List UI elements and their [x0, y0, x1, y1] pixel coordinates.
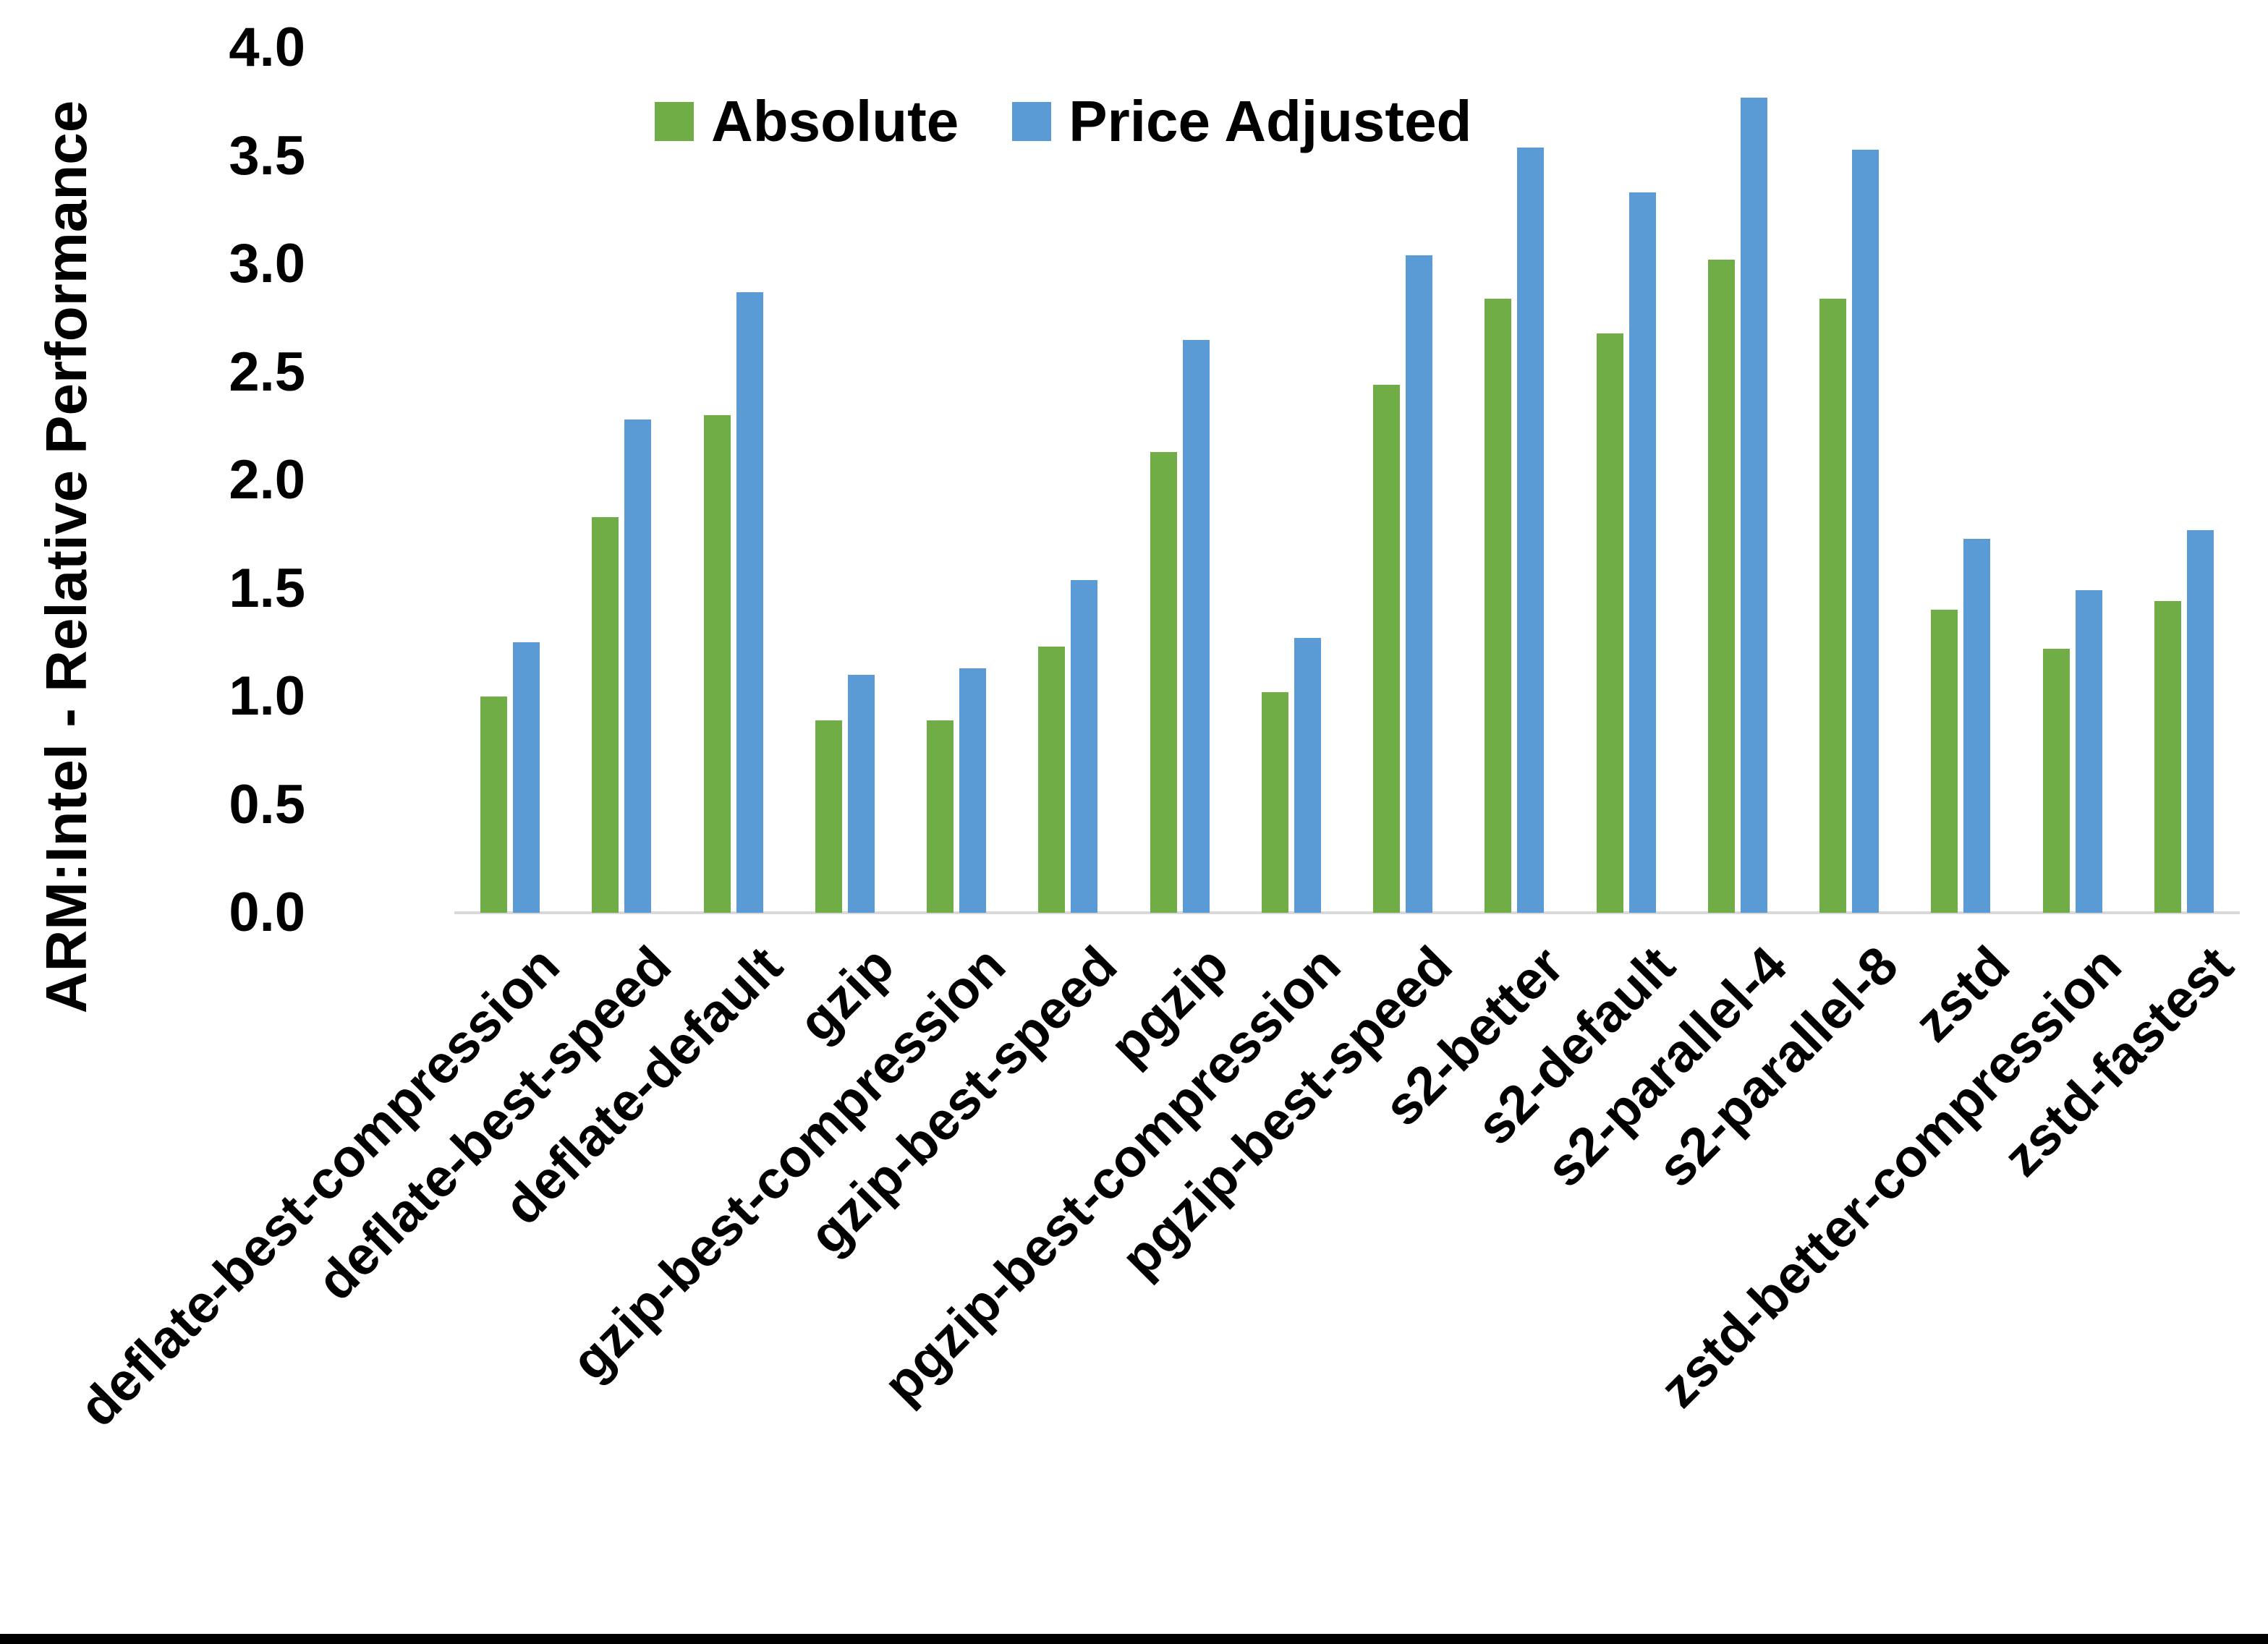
legend-label: Price Adjusted — [1069, 89, 1472, 153]
x-tick-label-deflate-best-compression: deflate-best-compression — [67, 934, 571, 1438]
x-axis-line — [454, 911, 2240, 914]
y-tick-label: 3.5 — [229, 124, 305, 187]
bar-price-adjusted-s2-default — [1628, 192, 1656, 913]
bar-absolute-zstd-better-compression — [2042, 649, 2070, 913]
y-tick-label: 3.0 — [229, 233, 305, 294]
bar-price-adjusted-pgzip-best-compression — [1294, 638, 1321, 913]
bar-price-adjusted-deflate-best-compression — [513, 642, 540, 913]
y-tick-label: 1.0 — [229, 665, 305, 727]
bar-price-adjusted-gzip-best-speed — [1071, 579, 1098, 913]
legend-swatch-absolute — [655, 102, 694, 141]
legend-item-price-adjusted: Price Adjusted — [1012, 93, 1471, 150]
bar-price-adjusted-zstd-better-compression — [2075, 590, 2102, 913]
y-tick-label: 4.0 — [229, 17, 305, 78]
bar-absolute-s2-better — [1485, 298, 1512, 913]
chart-legend: Absolute Price Adjusted — [655, 93, 1471, 150]
bar-price-adjusted-zstd-fastest — [2186, 529, 2214, 913]
legend-swatch-price-adjusted — [1012, 102, 1052, 141]
bar-absolute-pgzip — [1150, 452, 1177, 913]
bar-absolute-zstd-fastest — [2154, 601, 2181, 913]
bar-absolute-zstd — [1931, 610, 1958, 913]
bar-price-adjusted-pgzip-best-speed — [1406, 255, 1433, 913]
y-tick-label: 0.0 — [229, 882, 305, 943]
bar-price-adjusted-gzip-best-compression — [959, 668, 987, 913]
bottom-border — [0, 1634, 2268, 1644]
bar-absolute-deflate-best-speed — [592, 516, 619, 913]
bar-price-adjusted-pgzip — [1182, 339, 1210, 913]
bar-absolute-s2-parallel-8 — [1819, 298, 1847, 913]
bar-price-adjusted-zstd — [1963, 538, 1991, 913]
bar-absolute-gzip-best-speed — [1038, 647, 1066, 913]
bar-absolute-gzip-best-compression — [927, 720, 954, 913]
bar-absolute-s2-default — [1596, 333, 1623, 913]
bar-price-adjusted-deflate-best-speed — [624, 419, 652, 913]
y-tick-label: 0.5 — [229, 773, 305, 835]
bar-absolute-deflate-default — [703, 415, 731, 913]
y-tick-label: 2.5 — [229, 341, 305, 403]
y-tick-label: 2.0 — [229, 449, 305, 511]
bar-absolute-s2-parallel-4 — [1707, 260, 1735, 913]
bar-price-adjusted-gzip — [847, 675, 875, 913]
bar-absolute-deflate-best-compression — [480, 697, 508, 913]
bar-price-adjusted-s2-parallel-4 — [1740, 97, 1767, 913]
bar-absolute-gzip — [815, 720, 842, 913]
legend-item-absolute: Absolute — [655, 93, 959, 150]
bar-price-adjusted-s2-parallel-8 — [1852, 149, 1880, 913]
bar-price-adjusted-s2-better — [1517, 147, 1545, 913]
bar-absolute-pgzip-best-speed — [1373, 385, 1401, 913]
bar-price-adjusted-deflate-default — [736, 291, 763, 913]
legend-label: Absolute — [711, 89, 959, 153]
y-tick-label: 1.5 — [229, 557, 305, 619]
bar-absolute-pgzip-best-compression — [1261, 692, 1288, 913]
